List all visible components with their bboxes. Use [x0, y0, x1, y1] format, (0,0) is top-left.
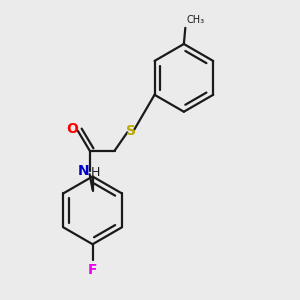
Text: H: H	[90, 167, 100, 179]
Text: S: S	[126, 124, 136, 138]
Text: O: O	[67, 122, 79, 136]
Text: N: N	[78, 164, 90, 178]
Text: F: F	[88, 263, 97, 277]
Text: CH₃: CH₃	[187, 15, 205, 26]
